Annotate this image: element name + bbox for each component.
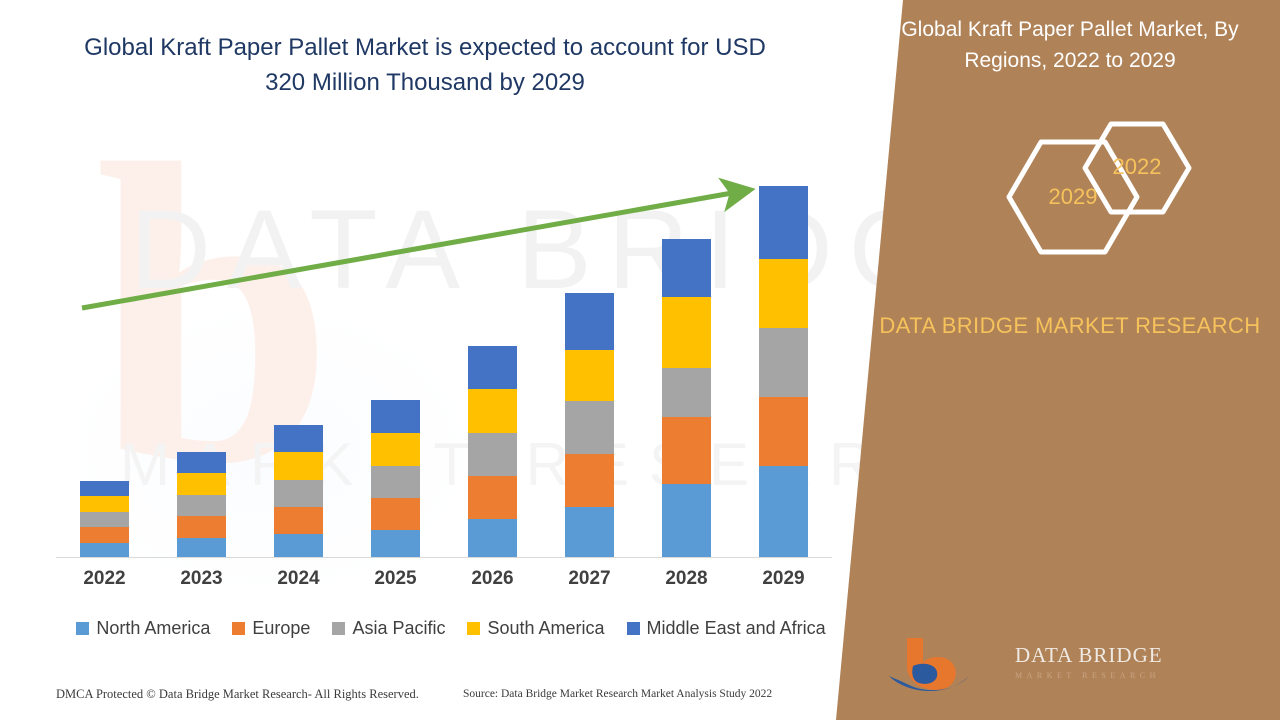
legend-label: South America bbox=[487, 617, 605, 638]
bar-2027 bbox=[565, 293, 614, 558]
chart-baseline bbox=[56, 557, 832, 558]
bar-segment bbox=[177, 516, 226, 538]
x-label-2026: 2026 bbox=[471, 568, 514, 589]
hex-label-2029: 2029 bbox=[1048, 184, 1098, 209]
bar-2022 bbox=[80, 481, 129, 558]
legend-swatch-icon bbox=[76, 621, 90, 635]
bar-segment bbox=[468, 346, 517, 389]
x-label-2025: 2025 bbox=[374, 568, 417, 589]
bar-2026 bbox=[468, 346, 517, 558]
page-title: Global Kraft Paper Pallet Market is expe… bbox=[84, 34, 766, 96]
bar-segment bbox=[759, 186, 808, 259]
bar-segment bbox=[759, 259, 808, 328]
bar-2029 bbox=[759, 186, 808, 558]
bar-segment bbox=[177, 473, 226, 495]
legend-label: Middle East and Africa bbox=[646, 617, 826, 638]
bar-segment bbox=[274, 507, 323, 534]
bar-segment bbox=[565, 350, 614, 401]
legend-swatch-icon bbox=[232, 621, 246, 635]
bar-segment bbox=[177, 452, 226, 473]
legend-label: Asia Pacific bbox=[352, 617, 446, 638]
x-label-2023: 2023 bbox=[180, 568, 223, 589]
bar-segment bbox=[371, 530, 420, 558]
bar-segment bbox=[759, 466, 808, 558]
bar-segment bbox=[80, 512, 129, 527]
bar-segment bbox=[177, 538, 226, 558]
bar-segment bbox=[371, 498, 420, 530]
footer-source: Source: Data Bridge Market Research Mark… bbox=[463, 688, 773, 700]
legend-item[interactable]: Middle East and Africa bbox=[626, 617, 826, 639]
legend-item[interactable]: Europe bbox=[232, 618, 310, 639]
bar-segment bbox=[565, 507, 614, 558]
bar-2025 bbox=[371, 400, 420, 558]
bar-segment bbox=[80, 481, 129, 496]
bar-segment bbox=[468, 433, 517, 476]
bar-segment bbox=[371, 400, 420, 433]
chart-legend: North America Europe Asia Pacific South Ame… bbox=[56, 616, 846, 640]
bar-segment bbox=[662, 417, 711, 484]
bar-segment bbox=[274, 452, 323, 480]
bar-segment bbox=[565, 454, 614, 507]
hexagon-outline-icons bbox=[1006, 121, 1192, 255]
legend-swatch-icon bbox=[467, 621, 481, 635]
bar-segment bbox=[662, 484, 711, 558]
x-label-2029: 2029 bbox=[762, 568, 805, 589]
bar-segment bbox=[662, 239, 711, 297]
legend-item[interactable]: North America bbox=[76, 618, 210, 639]
legend-label: North America bbox=[96, 617, 211, 638]
stacked-bar-chart bbox=[56, 150, 836, 558]
bar-segment bbox=[371, 433, 420, 466]
logo-tagline: MARKET RESEARCH bbox=[1015, 671, 1160, 680]
legend-item[interactable]: South America bbox=[467, 617, 605, 639]
footer-copyright: DMCA Protected © Data Bridge Market Rese… bbox=[56, 687, 419, 701]
brand-panel: Global Kraft Paper Pallet Market, By Reg… bbox=[845, 0, 1280, 720]
bar-segment bbox=[468, 519, 517, 558]
bar-segment bbox=[565, 293, 614, 350]
growth-trend-arrow bbox=[81, 177, 756, 311]
bar-segment bbox=[80, 496, 129, 512]
x-label-2022: 2022 bbox=[83, 568, 126, 589]
x-label-2027: 2027 bbox=[568, 568, 611, 589]
x-label-2028: 2028 bbox=[665, 568, 708, 589]
legend-label: Europe bbox=[252, 617, 311, 638]
bar-segment bbox=[371, 466, 420, 498]
bar-segment bbox=[80, 527, 129, 543]
legend-swatch-icon bbox=[332, 621, 346, 635]
bar-segment bbox=[662, 297, 711, 368]
bar-segment bbox=[759, 328, 808, 397]
logo-text: DATA BRIDGE MARKET RESEARCH bbox=[1015, 643, 1163, 680]
x-axis-labels: 2022 2023 2024 2025 2026 2027 2028 2029 bbox=[56, 568, 832, 598]
bar-segment bbox=[274, 480, 323, 507]
bar-segment bbox=[274, 425, 323, 452]
hexagon-badges: 2029 2022 bbox=[985, 120, 1205, 275]
brand-name: DATA BRIDGE MARKET RESEARCH bbox=[879, 313, 1261, 338]
bar-segment bbox=[468, 476, 517, 519]
bar-segment bbox=[80, 543, 129, 558]
bar-segment bbox=[662, 368, 711, 417]
data-bridge-logo-icon bbox=[889, 638, 969, 692]
logo-title: DATA BRIDGE bbox=[1015, 643, 1163, 667]
bar-2024 bbox=[274, 425, 323, 558]
bar-segment bbox=[274, 534, 323, 558]
bar-segment bbox=[565, 401, 614, 454]
bar-2023 bbox=[177, 452, 226, 558]
legend-item[interactable]: Asia Pacific bbox=[332, 618, 445, 639]
legend-swatch-icon bbox=[626, 621, 640, 635]
bar-segment bbox=[759, 397, 808, 466]
hex-label-2022: 2022 bbox=[1112, 154, 1162, 179]
bar-2028 bbox=[662, 239, 711, 558]
x-label-2024: 2024 bbox=[277, 568, 320, 589]
panel-title: Global Kraft Paper Pallet Market, By Reg… bbox=[901, 18, 1239, 72]
bar-segment bbox=[177, 495, 226, 516]
bar-segment bbox=[468, 389, 517, 433]
